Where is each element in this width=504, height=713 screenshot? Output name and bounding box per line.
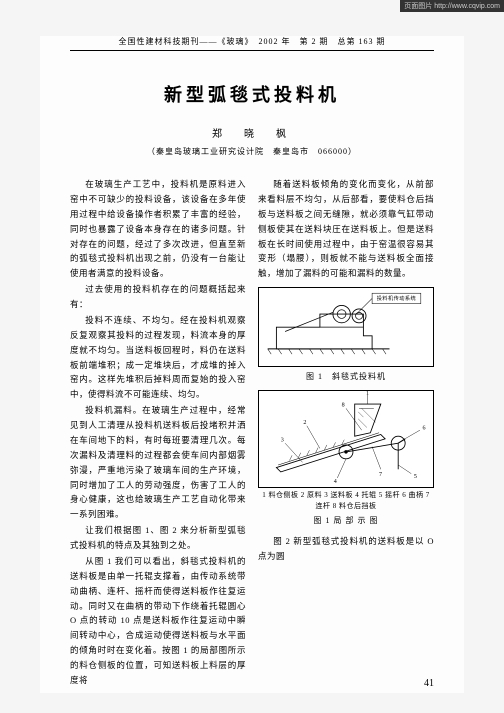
affiliation: （秦皇岛玻璃工业研究设计院 秦皇岛市 066000） xyxy=(40,146,464,157)
page: 全国性建材科技期刊——《玻璃》 2002 年 第 2 期 总第 163 期 新型… xyxy=(40,36,464,693)
author: 郑 晓 枫 xyxy=(40,125,464,140)
svg-text:7: 7 xyxy=(379,473,382,479)
para: 在玻璃生产工艺中，投料机是原料进入窑中不可缺少的投料设备，该设备在多年使用过程中… xyxy=(70,177,246,281)
para: 投料不连续、不均匀。经在投料机观察反复观察其投料的过程发现，料流本身的厚度就不均… xyxy=(70,313,246,402)
svg-text:3: 3 xyxy=(281,438,284,444)
svg-text:5: 5 xyxy=(414,474,417,480)
svg-text:1: 1 xyxy=(366,391,369,396)
source-watermark: 页面图片 http://www.cqvip.com xyxy=(400,0,504,12)
para: 随着送料板倾角的变化而变化，从前部来看料层不均匀，从后部看，要使料仓后挡板与送料… xyxy=(258,177,434,281)
svg-text:6: 6 xyxy=(423,426,426,432)
para: 从图 1 我们可以看出，斜毯式投料机的送料板是由单一托辊支撑着，由传动系统带动曲… xyxy=(70,554,246,688)
para: 投料机漏料。在玻璃生产过程中，经常见到人工清理从投料机送料板后投堵积并洒在车间地… xyxy=(70,403,246,522)
figure-1: 投料机传动系统 xyxy=(258,287,434,367)
article-title: 新型弧毯式投料机 xyxy=(40,81,464,107)
para: 过去使用的投料机存在的问题概括起来有： xyxy=(70,282,246,312)
para: 图 2 新型弧毯式投料机的送料板是以 O 点为圆 xyxy=(258,534,434,564)
figure-2: 1 2 3 4 5 6 7 8 xyxy=(258,390,434,488)
left-column: 在玻璃生产工艺中，投料机是原料进入窑中不可缺少的投料设备，该设备在多年使用过程中… xyxy=(70,177,246,689)
running-header: 全国性建材科技期刊——《玻璃》 2002 年 第 2 期 总第 163 期 xyxy=(70,36,434,51)
para: 让我们根据图 1、图 2 来分析新型弧毯式投料机的特点及其独到之处。 xyxy=(70,523,246,553)
body-columns: 在玻璃生产工艺中，投料机是原料进入窑中不可缺少的投料设备，该设备在多年使用过程中… xyxy=(40,177,464,689)
right-column: 随着送料板倾角的变化而变化，从前部来看料层不均匀，从后部看，要使料仓后挡板与送料… xyxy=(258,177,434,689)
figure-1-caption: 图 1 斜毯式投料机 xyxy=(258,370,434,384)
svg-text:2: 2 xyxy=(303,420,306,426)
fig1-box-label: 投料机传动系统 xyxy=(377,294,416,302)
figure-2-caption: 图 1 局 部 示 图 xyxy=(258,514,434,528)
figure-2-legend: 1 料仓侧板 2 原料 3 送料板 4 托辊 5 摇杆 6 曲柄 7 连杆 8 … xyxy=(258,490,434,511)
svg-text:8: 8 xyxy=(342,403,345,409)
page-number: 41 xyxy=(424,678,434,689)
svg-text:4: 4 xyxy=(334,480,337,486)
